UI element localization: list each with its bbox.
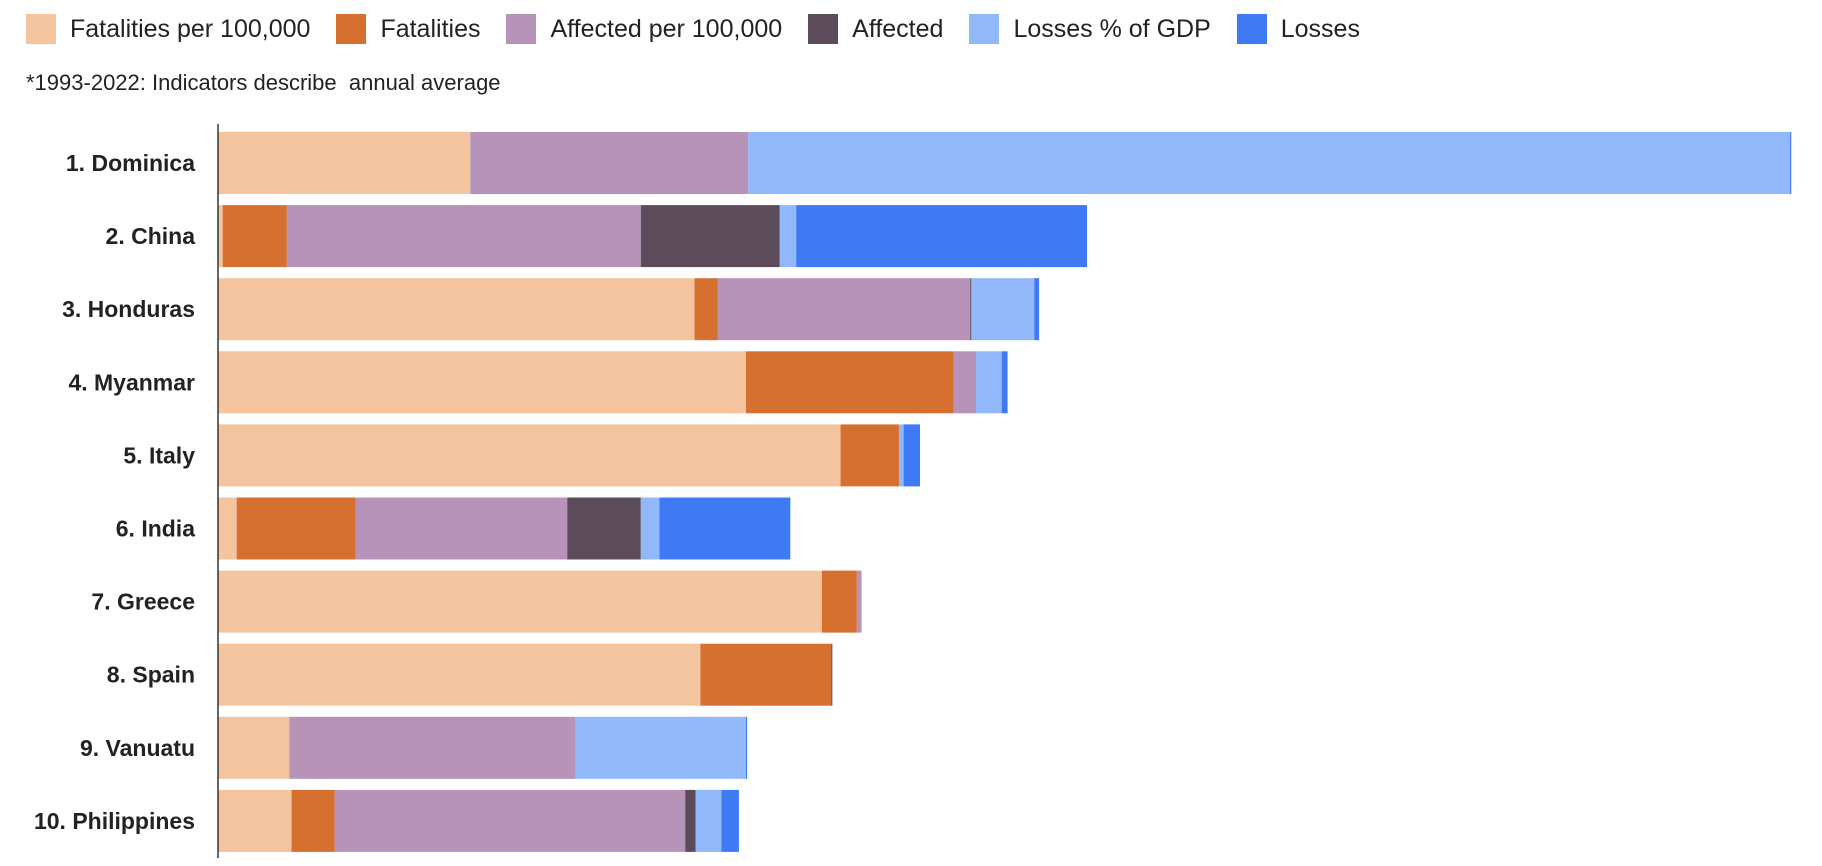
category-label: 6. India — [116, 516, 195, 542]
bar-segment — [218, 570, 822, 633]
bar-segment — [575, 716, 746, 779]
bar-segment — [640, 205, 780, 268]
bar-segment — [286, 205, 641, 268]
legend-label: Fatalities per 100,000 — [70, 14, 311, 43]
legend-item: Fatalities — [336, 14, 480, 44]
bar-segment — [289, 716, 576, 779]
category-label: 1. Dominica — [66, 150, 195, 176]
bar-segment — [821, 570, 857, 633]
legend-swatch — [506, 14, 537, 44]
bar-segment — [567, 497, 641, 560]
category-label: 10. Philippines — [34, 808, 195, 834]
bar-segment — [796, 205, 1087, 268]
bar-segment — [218, 789, 292, 852]
chart-note: *1993-2022: Indicators describe annual a… — [26, 70, 501, 95]
bar-segment — [640, 497, 660, 560]
bar-segment — [748, 132, 1791, 194]
bar-segment — [976, 351, 1002, 414]
legend-swatch — [969, 14, 1000, 44]
bar-segment — [218, 424, 841, 487]
bar-segment — [898, 424, 904, 487]
legend: Fatalities per 100,000 Fatalities Affected… — [26, 14, 1386, 44]
bar-segment — [1001, 351, 1008, 414]
bar-segment — [745, 716, 748, 779]
bar-segment — [470, 132, 749, 194]
legend-label: Fatalities — [380, 14, 481, 43]
category-label: 7. Greece — [91, 589, 195, 615]
legend-item: Fatalities per 100,000 — [26, 14, 310, 44]
bar-segment — [659, 497, 791, 560]
bar-segment — [970, 278, 972, 341]
bar-segment — [953, 351, 977, 414]
bar-segment — [694, 278, 718, 341]
bar-segment — [695, 789, 722, 852]
category-label: 9. Vanuatu — [80, 735, 195, 761]
bar-segment — [717, 278, 971, 341]
bar-segment — [1034, 278, 1040, 341]
legend-item: Losses — [1236, 14, 1360, 44]
legend-item: Losses % of GDP — [969, 14, 1211, 44]
bar-segment — [700, 643, 832, 706]
bar-segment — [218, 205, 223, 268]
bar-segment — [218, 497, 237, 560]
bar-segment — [291, 789, 335, 852]
bar-segment — [222, 205, 287, 268]
bar-segment — [903, 424, 920, 487]
bar-segment — [831, 643, 833, 706]
category-label: 3. Honduras — [62, 296, 195, 322]
bar-segment — [1790, 132, 1792, 194]
bar-segment — [355, 497, 568, 560]
bar-segment — [721, 789, 739, 852]
bar-segment — [236, 497, 356, 560]
legend-swatch — [1236, 14, 1267, 44]
category-label: 5. Italy — [123, 442, 195, 468]
legend-item: Affected — [808, 14, 943, 44]
legend-swatch — [336, 14, 367, 44]
bar-segment — [218, 716, 290, 779]
category-label: 4. Myanmar — [68, 369, 195, 395]
legend-swatch — [808, 14, 839, 44]
bar-segment — [685, 789, 696, 852]
legend-label: Affected — [852, 14, 944, 43]
category-label: 2. China — [106, 223, 196, 249]
category-label: 8. Spain — [107, 662, 195, 688]
bar-segment — [334, 789, 686, 852]
legend-item: Affected per 100,000 — [506, 14, 782, 44]
bar-segment — [779, 205, 797, 268]
bar-segment — [840, 424, 899, 487]
legend-label: Affected per 100,000 — [550, 14, 783, 43]
bar-segment — [971, 278, 1035, 341]
bar-segment — [218, 132, 471, 194]
bar-segment — [218, 351, 746, 414]
bar-segment — [218, 278, 695, 341]
legend-label: Losses % of GDP — [1013, 14, 1211, 43]
bar-segment — [218, 643, 701, 706]
legend-label: Losses — [1280, 14, 1360, 43]
bar-segment — [856, 570, 862, 633]
bar-segment — [745, 351, 954, 414]
legend-swatch — [26, 14, 56, 44]
